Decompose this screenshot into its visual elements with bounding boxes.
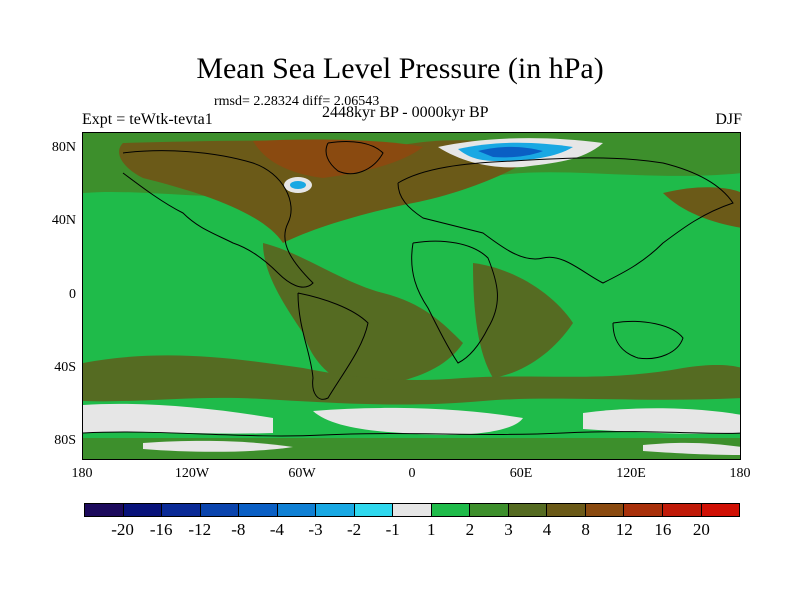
lon-label-180e: 180: [729, 466, 751, 481]
coastlines: [83, 140, 740, 437]
colorbar-label: 3: [504, 520, 513, 539]
colorbar-box-1: [123, 504, 163, 516]
colorbar-label: -16: [149, 520, 173, 539]
colorbar-box-4: [239, 504, 278, 516]
map-panel: [82, 132, 741, 460]
colorbar-box-14: [624, 504, 663, 516]
season-label: DJF: [715, 111, 742, 128]
colorbar-label: 20: [692, 520, 710, 539]
colorbar-box-7: [354, 504, 394, 516]
lat-label-80s: 80S: [54, 433, 76, 448]
experiment-label: Expt = teWtk-tevta1: [82, 111, 213, 128]
lon-label-0: 0: [408, 466, 416, 481]
colorbar: [84, 503, 740, 517]
lon-label-180w: 180: [71, 466, 93, 481]
colorbar-label: -12: [188, 520, 212, 539]
colorbar-label: -20: [111, 520, 134, 539]
southern-mid-latitude-high: [83, 355, 740, 405]
colorbar-box-15: [662, 504, 702, 516]
antarctic-neutral: [143, 440, 293, 452]
north-pacific-high: [663, 187, 740, 228]
colorbar-box-6: [316, 504, 355, 516]
colorbar-label: 8: [581, 520, 590, 539]
colorbar-label: -2: [347, 520, 362, 539]
colorbar-label: 16: [654, 520, 672, 539]
rmsd-diff-stats: rmsd= 2.28324 diff= 2.06543: [214, 94, 380, 109]
colorbar-label: -8: [231, 520, 246, 539]
lat-label-40s: 40S: [54, 360, 76, 375]
colorbar-label: 2: [465, 520, 475, 539]
colorbar-box-8: [393, 504, 432, 516]
antarctic-neutral-east: [643, 442, 740, 455]
colorbar-label: -4: [269, 520, 285, 539]
southern-neutral-west: [83, 403, 273, 434]
colorbar-label: 1: [427, 520, 436, 539]
colorbar-box-11: [508, 504, 548, 516]
lon-label-60e: 60E: [509, 466, 533, 481]
lon-label-120e: 120E: [616, 466, 646, 481]
colorbar-label: 12: [615, 520, 633, 539]
southern-neutral-east: [583, 408, 740, 434]
tropical-atlantic-high: [263, 243, 463, 388]
colorbar-box-5: [277, 504, 317, 516]
colorbar-box-12: [547, 504, 586, 516]
lon-label-120w: 120W: [174, 466, 210, 481]
arctic-strong-high: [253, 139, 423, 178]
hudson-low: [290, 181, 306, 189]
siberia-strong-low: [478, 146, 543, 158]
colorbar-box-9: [431, 504, 471, 516]
colorbar-box-13: [585, 504, 625, 516]
southern-neutral-central: [313, 407, 523, 435]
lon-label-60w: 60W: [288, 466, 316, 481]
colorbar-box-3: [200, 504, 240, 516]
colorbar-label: -1: [385, 520, 400, 539]
north-atlantic-high: [119, 140, 543, 243]
period-label: 2448kyr BP - 0000kyr BP: [322, 104, 489, 121]
colorbar-label: 4: [542, 520, 552, 539]
colorbar-box-0: [85, 504, 124, 516]
colorbar-box-16: [701, 504, 740, 516]
lat-label-40n: 40N: [51, 213, 76, 228]
colorbar-label: -3: [308, 520, 323, 539]
africa-indian-high: [473, 263, 573, 378]
lat-label-80n: 80N: [51, 140, 76, 155]
pressure-anomaly-map: [83, 133, 740, 459]
lat-label-0: 0: [69, 287, 76, 302]
plot-title: Mean Sea Level Pressure (in hPa): [196, 52, 604, 85]
colorbar-box-10: [470, 504, 509, 516]
colorbar-box-2: [162, 504, 201, 516]
